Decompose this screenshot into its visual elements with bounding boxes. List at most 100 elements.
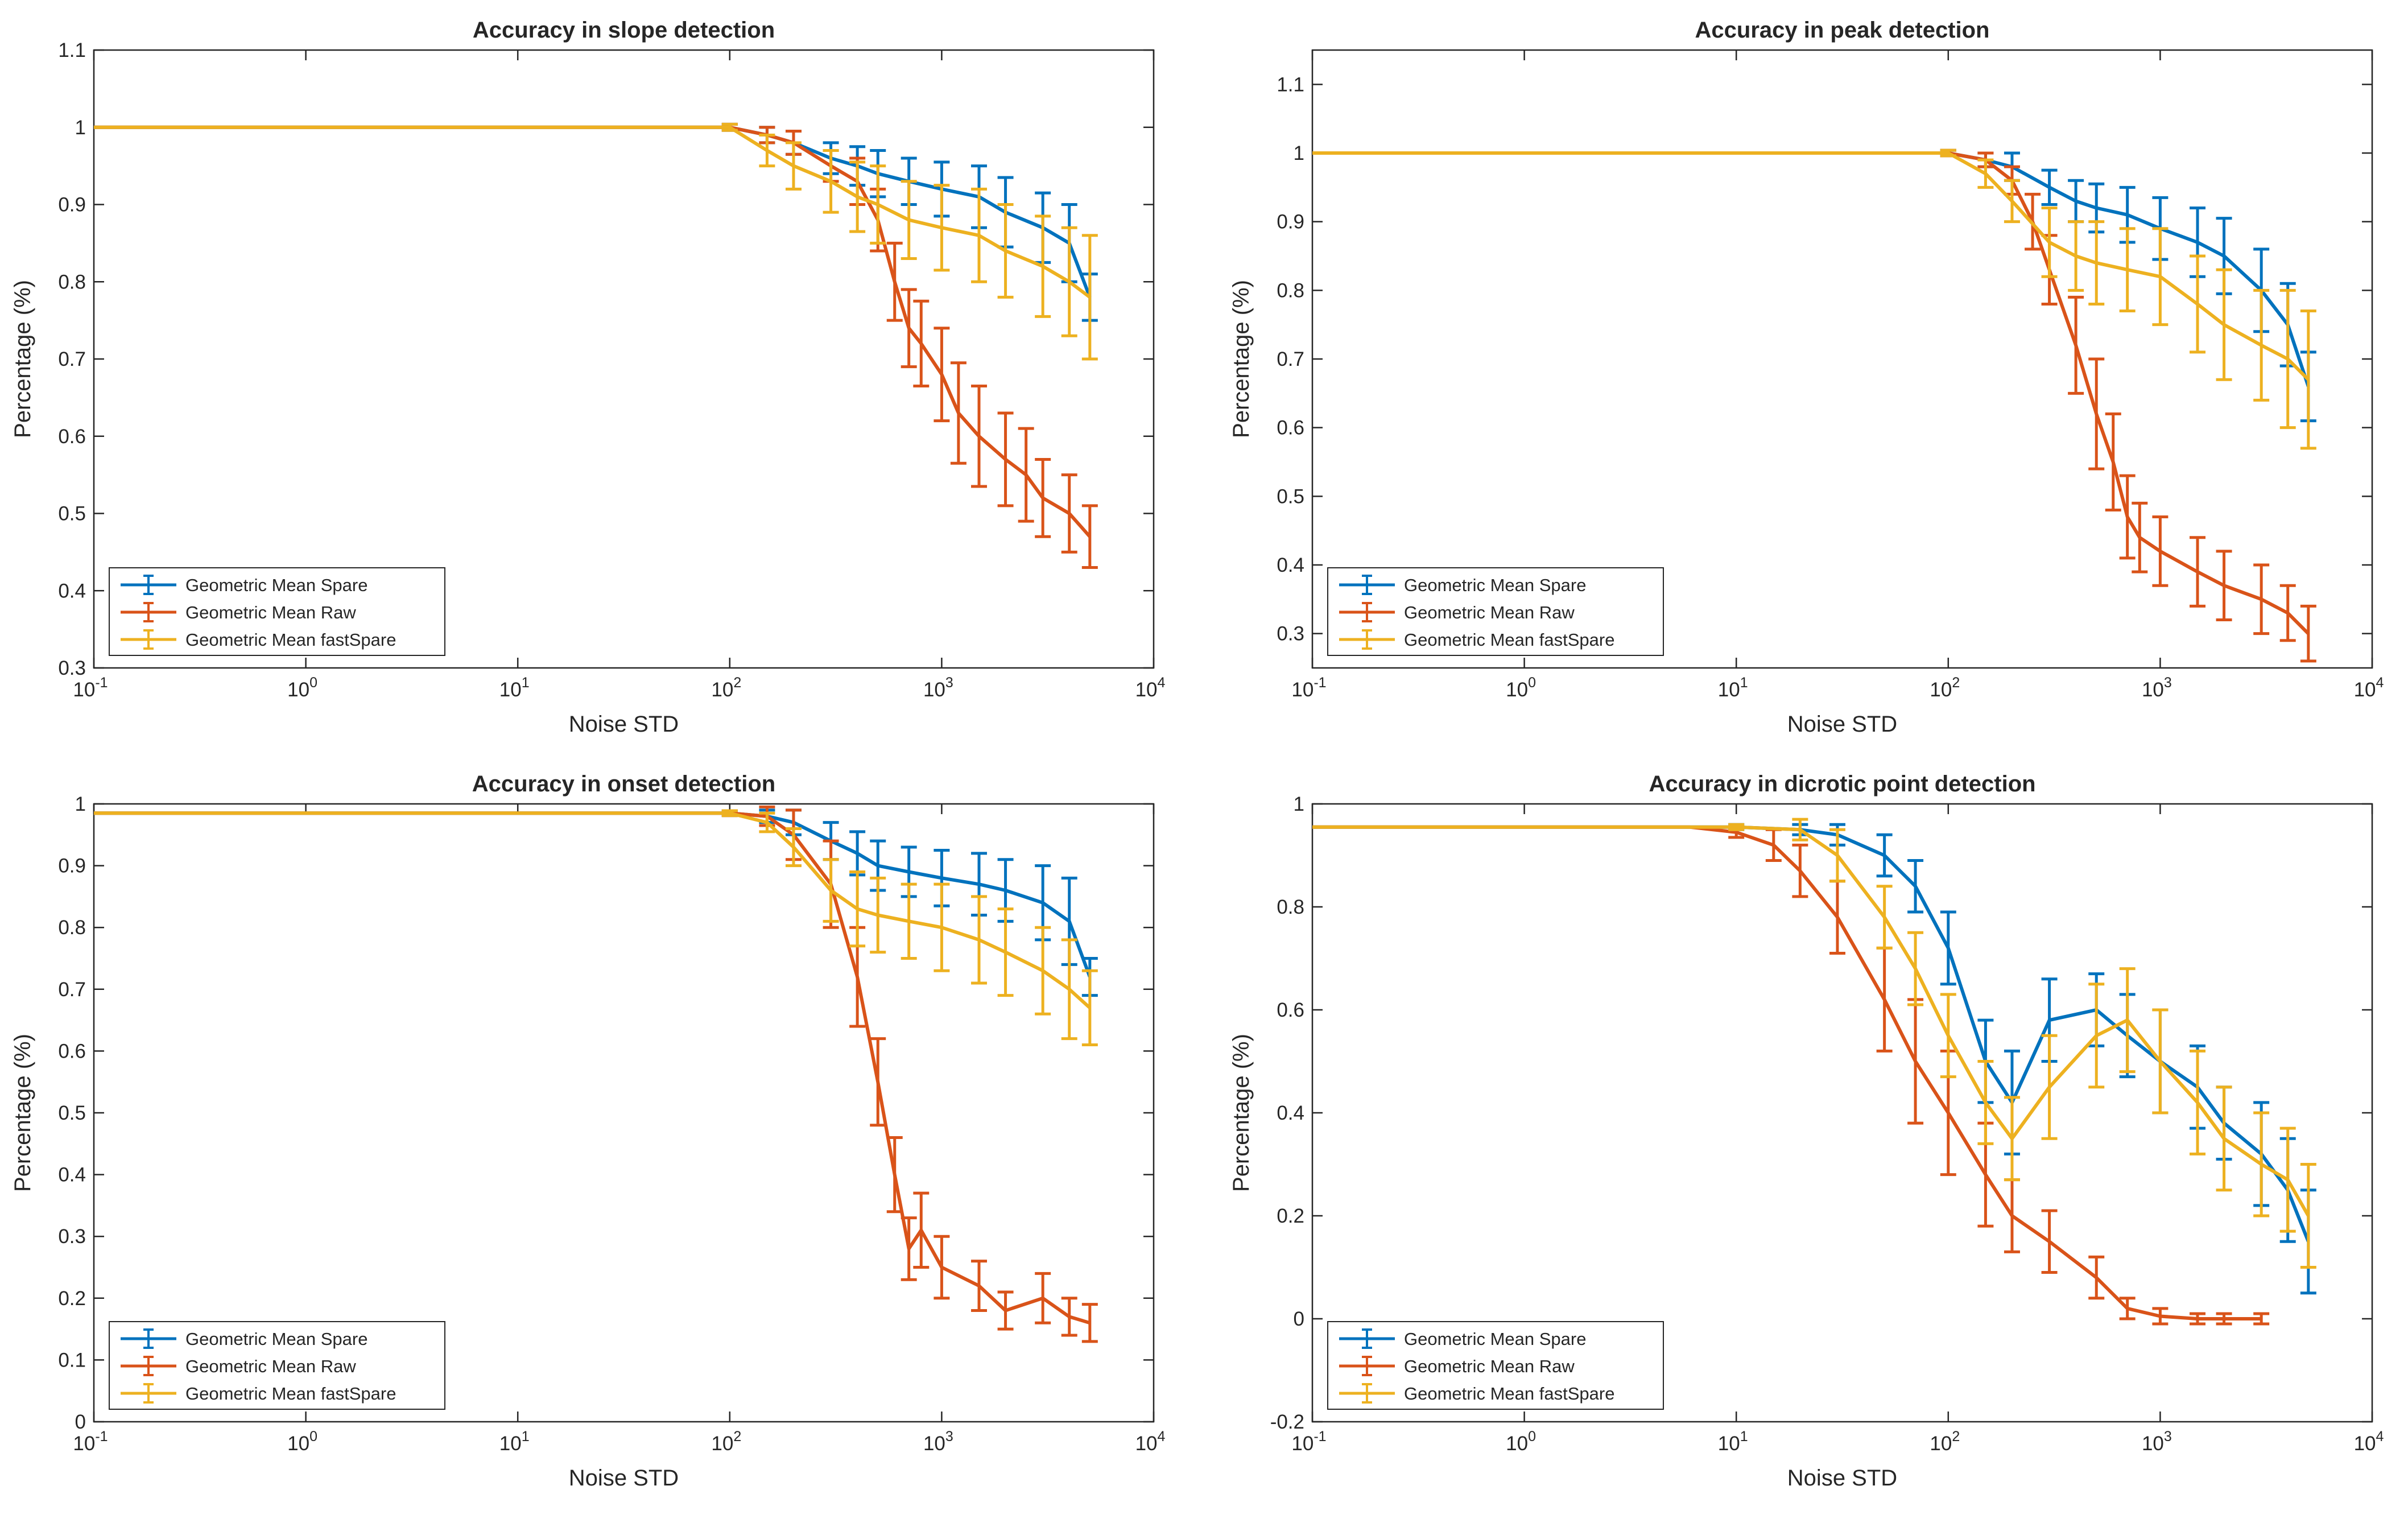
chart-title: Accuracy in slope detection xyxy=(473,18,775,43)
x-tick-label: 104 xyxy=(1135,675,1166,701)
y-tick-label: -0.2 xyxy=(1270,1411,1304,1433)
chart-panel-4: Accuracy in dicrotic point detection10-1… xyxy=(1229,771,2384,1491)
x-tick-base: 10 xyxy=(2142,1433,2164,1455)
series-line xyxy=(1312,151,2310,381)
x-tick-base: 10 xyxy=(499,1433,522,1455)
y-tick-label: 0 xyxy=(1294,1308,1304,1330)
x-tick-exponent: -1 xyxy=(95,1429,108,1445)
y-tick-label: 0.5 xyxy=(1277,485,1304,507)
x-tick-label: 100 xyxy=(1506,675,1536,701)
y-tick-label: 0.8 xyxy=(58,917,86,939)
chart-title: Accuracy in onset detection xyxy=(472,771,775,796)
plot-area xyxy=(93,49,1155,669)
x-axis-label: Noise STD xyxy=(1787,712,1897,737)
x-tick-base: 10 xyxy=(1718,1433,1740,1455)
x-tick-exponent: 4 xyxy=(2376,675,2384,691)
y-axis-label: Percentage (%) xyxy=(10,280,35,438)
x-tick-exponent: 1 xyxy=(1740,675,1748,691)
y-tick-label: 0.4 xyxy=(58,580,86,602)
y-tick-label: 0.7 xyxy=(58,348,86,370)
x-tick-label: 10-1 xyxy=(1291,1429,1326,1455)
legend-label: Geometric Mean fastSpare xyxy=(185,630,396,650)
x-tick-label: 100 xyxy=(1506,1429,1536,1455)
legend-label: Geometric Mean Raw xyxy=(1404,602,1575,622)
y-tick-label: 1 xyxy=(75,117,86,139)
x-tick-exponent: 4 xyxy=(1158,1429,1166,1445)
x-tick-label: 103 xyxy=(923,675,953,701)
x-tick-base: 10 xyxy=(2354,1433,2376,1455)
x-tick-exponent: 4 xyxy=(1158,675,1166,691)
x-tick-base: 10 xyxy=(1506,679,1528,701)
x-tick-base: 10 xyxy=(1718,679,1740,701)
series-3 xyxy=(94,122,1098,361)
x-tick-exponent: 3 xyxy=(2164,675,2172,691)
x-tick-label: 100 xyxy=(287,1429,317,1455)
x-tick-base: 10 xyxy=(1506,1433,1528,1455)
y-tick-label: 0.1 xyxy=(58,1349,86,1371)
y-tick-label: 0.7 xyxy=(1277,348,1304,370)
x-tick-base: 10 xyxy=(1291,679,1314,701)
y-tick-label: 0.9 xyxy=(58,855,86,877)
x-tick-label: 102 xyxy=(711,1429,741,1455)
chart-title: Accuracy in dicrotic point detection xyxy=(1649,771,2035,796)
y-tick-label: 0 xyxy=(75,1411,86,1433)
y-tick-label: 0.4 xyxy=(1277,554,1304,576)
x-tick-exponent: -1 xyxy=(1314,675,1326,691)
x-tick-base: 10 xyxy=(923,679,945,701)
legend-label: Geometric Mean Raw xyxy=(1404,1356,1575,1376)
x-tick-label: 103 xyxy=(923,1429,953,1455)
x-tick-label: 103 xyxy=(2142,675,2172,701)
x-tick-base: 10 xyxy=(711,679,733,701)
x-tick-base: 10 xyxy=(923,1433,945,1455)
x-tick-base: 10 xyxy=(711,1433,733,1455)
x-tick-exponent: -1 xyxy=(95,675,108,691)
legend: Geometric Mean Spare Geometric Mean Raw Ge… xyxy=(109,567,445,656)
series-line xyxy=(94,125,1091,299)
series-3 xyxy=(1312,818,2316,1269)
x-tick-label: 10-1 xyxy=(73,1429,108,1455)
series-line xyxy=(1312,825,2262,1320)
chart-title: Accuracy in peak detection xyxy=(1695,18,1990,43)
x-tick-base: 10 xyxy=(2354,679,2376,701)
x-tick-base: 10 xyxy=(1930,679,1952,701)
series-line xyxy=(94,811,1091,1009)
x-tick-exponent: 3 xyxy=(945,675,953,691)
y-axis-label: Percentage (%) xyxy=(10,1034,35,1192)
x-tick-label: 100 xyxy=(287,675,317,701)
x-tick-label: 101 xyxy=(1718,1429,1748,1455)
x-tick-exponent: 1 xyxy=(522,1429,530,1445)
x-tick-label: 102 xyxy=(1930,1429,1960,1455)
x-tick-exponent: 1 xyxy=(1740,1429,1748,1445)
legend-label: Geometric Mean Spare xyxy=(1404,575,1586,595)
x-tick-base: 10 xyxy=(1135,1433,1158,1455)
x-axis-label: Noise STD xyxy=(1787,1466,1897,1491)
x-tick-label: 104 xyxy=(2354,1429,2384,1455)
x-tick-exponent: 2 xyxy=(1952,1429,1960,1445)
x-tick-exponent: -1 xyxy=(1314,1429,1326,1445)
y-tick-label: 1 xyxy=(75,793,86,815)
series-3 xyxy=(1312,148,2316,450)
y-tick-label: 0.6 xyxy=(58,426,86,448)
series-line xyxy=(94,811,1091,1325)
x-tick-exponent: 2 xyxy=(733,675,741,691)
x-tick-label: 10-1 xyxy=(1291,675,1326,701)
legend-label: Geometric Mean fastSpare xyxy=(1404,630,1614,650)
x-tick-exponent: 0 xyxy=(1528,675,1536,691)
legend-label: Geometric Mean Spare xyxy=(185,1329,367,1349)
series-3 xyxy=(94,809,1098,1047)
y-tick-label: 0.6 xyxy=(58,1040,86,1062)
legend-label: Geometric Mean fastSpare xyxy=(185,1384,396,1404)
x-tick-label: 104 xyxy=(1135,1429,1166,1455)
x-tick-exponent: 0 xyxy=(309,675,317,691)
y-tick-label: 1 xyxy=(1294,142,1304,164)
y-tick-label: 1.1 xyxy=(58,39,86,61)
series-line xyxy=(1312,825,2310,1217)
x-tick-exponent: 3 xyxy=(945,1429,953,1445)
y-tick-label: 0.6 xyxy=(1277,999,1304,1021)
x-tick-label: 101 xyxy=(499,675,530,701)
x-tick-label: 10-1 xyxy=(73,675,108,701)
x-tick-base: 10 xyxy=(1930,1433,1952,1455)
legend: Geometric Mean Spare Geometric Mean Raw Ge… xyxy=(109,1321,445,1410)
y-axis-label: Percentage (%) xyxy=(1229,280,1254,438)
